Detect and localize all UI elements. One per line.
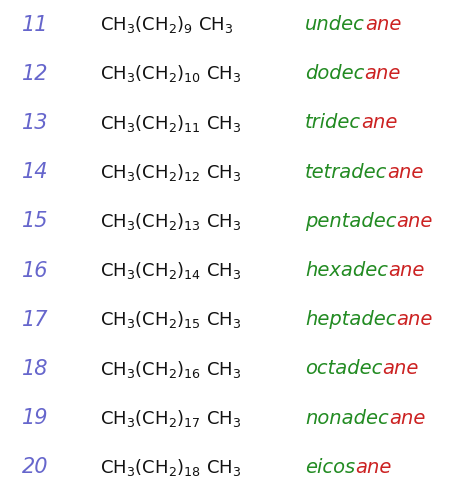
Text: ane: ane — [365, 15, 401, 34]
Text: 16: 16 — [22, 261, 48, 280]
Text: nonadec: nonadec — [305, 409, 389, 428]
Text: 20: 20 — [22, 458, 48, 477]
Text: 13: 13 — [22, 113, 48, 133]
Text: $\mathregular{CH_3(CH_2)_{11}\ CH_3}$: $\mathregular{CH_3(CH_2)_{11}\ CH_3}$ — [100, 113, 241, 133]
Text: $\mathregular{CH_3(CH_2)_{10}\ CH_3}$: $\mathregular{CH_3(CH_2)_{10}\ CH_3}$ — [100, 63, 241, 84]
Text: 14: 14 — [22, 162, 48, 182]
Text: $\mathregular{CH_3(CH_2)_{13}\ CH_3}$: $\mathregular{CH_3(CH_2)_{13}\ CH_3}$ — [100, 211, 241, 232]
Text: hexadec: hexadec — [305, 261, 388, 280]
Text: $\mathregular{CH_3(CH_2)_{16}\ CH_3}$: $\mathregular{CH_3(CH_2)_{16}\ CH_3}$ — [100, 359, 241, 379]
Text: ane: ane — [396, 310, 433, 329]
Text: ane: ane — [365, 64, 401, 83]
Text: $\mathregular{CH_3(CH_2)_{17}\ CH_3}$: $\mathregular{CH_3(CH_2)_{17}\ CH_3}$ — [100, 408, 241, 429]
Text: dodec: dodec — [305, 64, 365, 83]
Text: ane: ane — [355, 458, 392, 477]
Text: tridec: tridec — [305, 114, 361, 132]
Text: 17: 17 — [22, 310, 48, 330]
Text: 18: 18 — [22, 359, 48, 379]
Text: octadec: octadec — [305, 360, 383, 378]
Text: $\mathregular{CH_3(CH_2)_{12}\ CH_3}$: $\mathregular{CH_3(CH_2)_{12}\ CH_3}$ — [100, 162, 241, 183]
Text: 11: 11 — [22, 15, 48, 34]
Text: ane: ane — [361, 114, 398, 132]
Text: tetradec: tetradec — [305, 163, 387, 182]
Text: eicos: eicos — [305, 458, 355, 477]
Text: 12: 12 — [22, 64, 48, 84]
Text: ane: ane — [389, 409, 425, 428]
Text: ane: ane — [388, 261, 424, 280]
Text: ane: ane — [387, 163, 424, 182]
Text: $\mathregular{CH_3(CH_2)_{18}\ CH_3}$: $\mathregular{CH_3(CH_2)_{18}\ CH_3}$ — [100, 457, 241, 478]
Text: $\mathregular{CH_3(CH_2)_{15}\ CH_3}$: $\mathregular{CH_3(CH_2)_{15}\ CH_3}$ — [100, 309, 241, 330]
Text: undec: undec — [305, 15, 365, 34]
Text: heptadec: heptadec — [305, 310, 396, 329]
Text: pentadec: pentadec — [305, 212, 396, 231]
Text: 19: 19 — [22, 408, 48, 428]
Text: $\mathregular{CH_3(CH_2)_{14}\ CH_3}$: $\mathregular{CH_3(CH_2)_{14}\ CH_3}$ — [100, 260, 241, 281]
Text: $\mathregular{CH_3(CH_2)_{9}\ CH_3}$: $\mathregular{CH_3(CH_2)_{9}\ CH_3}$ — [100, 14, 233, 35]
Text: ane: ane — [383, 360, 419, 378]
Text: 15: 15 — [22, 212, 48, 231]
Text: ane: ane — [396, 212, 433, 231]
